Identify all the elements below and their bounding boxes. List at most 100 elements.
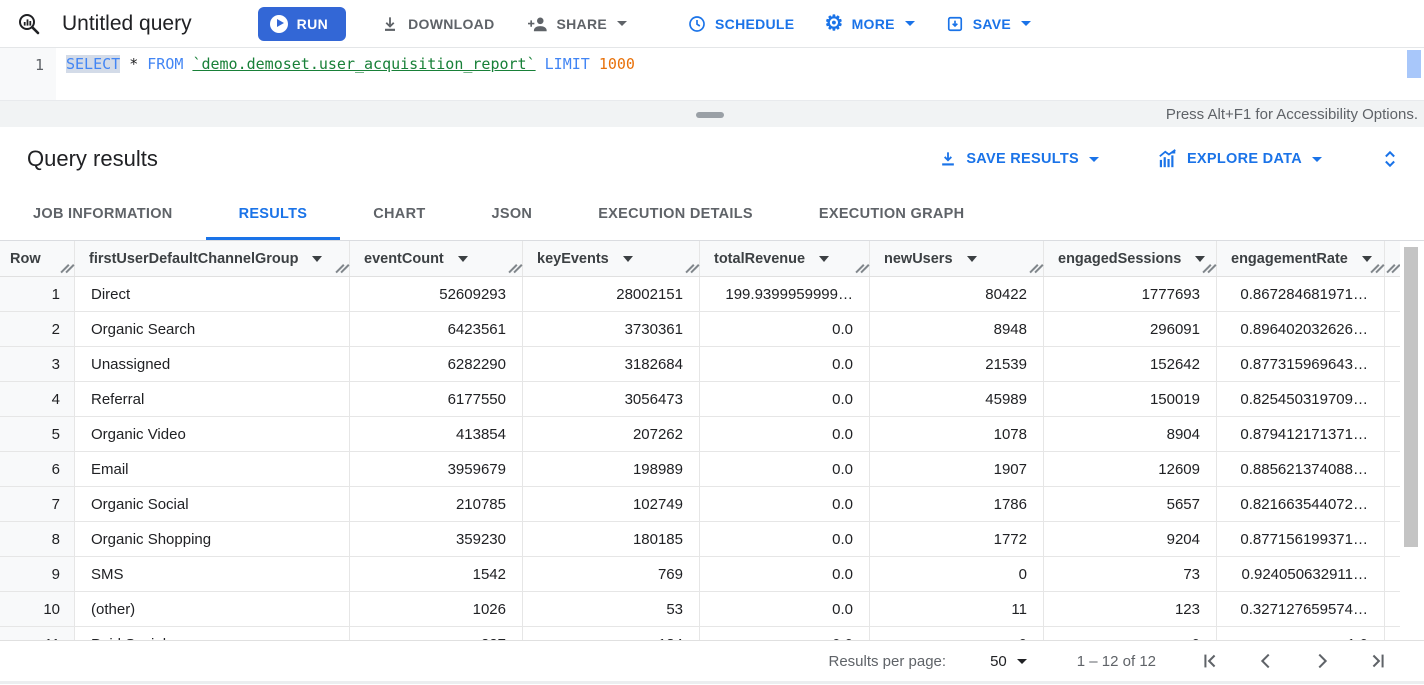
table-cell-partial: [1385, 277, 1400, 311]
table-cell-partial: [1385, 417, 1400, 451]
sql-token-select[interactable]: SELECT: [66, 55, 121, 73]
table-cell: 1026: [350, 592, 523, 626]
table-cell: 52609293: [350, 277, 523, 311]
tab-json[interactable]: JSON: [491, 206, 533, 222]
next-page-button[interactable]: [1310, 649, 1334, 673]
sort-caret-icon[interactable]: [457, 255, 468, 262]
resize-grip-icon[interactable]: [685, 262, 697, 274]
table-cell: Email: [75, 452, 350, 486]
sql-code-line[interactable]: SELECT * FROM `demo.demoset.user_acquisi…: [56, 48, 635, 100]
sql-token-limit-value[interactable]: 1000: [598, 55, 635, 73]
editor-status-bar: Press Alt+F1 for Accessibility Options.: [0, 100, 1424, 127]
first-page-button[interactable]: [1198, 649, 1222, 673]
resize-grip-icon[interactable]: [1386, 262, 1398, 274]
save-results-button[interactable]: SAVE RESULTS: [938, 149, 1099, 169]
resize-grip-icon[interactable]: [508, 262, 520, 274]
chevron-down-icon: [1312, 156, 1322, 162]
sql-editor[interactable]: 1 SELECT * FROM `demo.demoset.user_acqui…: [0, 48, 1424, 100]
prev-page-button[interactable]: [1254, 649, 1278, 673]
resize-grip-icon[interactable]: [1370, 262, 1382, 274]
table-cell: 0.0: [700, 557, 870, 591]
column-header-eventCount[interactable]: eventCount: [350, 241, 523, 276]
sort-caret-icon[interactable]: [819, 255, 830, 262]
table-cell: 359230: [350, 522, 523, 556]
sql-token-limit[interactable]: LIMIT: [544, 55, 590, 73]
column-header-newUsers[interactable]: newUsers: [870, 241, 1044, 276]
table-cell: 198989: [523, 452, 700, 486]
table-cell: Organic Search: [75, 312, 350, 346]
table-cell-partial: [1385, 312, 1400, 346]
download-icon: [385, 16, 396, 31]
tab-chart[interactable]: CHART: [373, 206, 426, 222]
column-label: eventCount: [364, 250, 444, 267]
explore-data-chart-icon: [1159, 149, 1176, 168]
run-label: RUN: [296, 15, 329, 32]
download-button[interactable]: DOWNLOAD: [380, 14, 494, 34]
save-results-icon: [942, 152, 955, 166]
save-results-label: SAVE RESULTS: [966, 151, 1079, 167]
more-button[interactable]: ⚙ MORE: [824, 13, 915, 34]
column-label: totalRevenue: [714, 250, 806, 267]
tab-results[interactable]: RESULTS: [205, 191, 341, 240]
resize-grip-icon[interactable]: [1202, 262, 1214, 274]
save-button[interactable]: SAVE: [945, 14, 1032, 34]
table-row: 4 Referral 6177550 3056473 0.0 45989 150019 0.8…: [0, 382, 1424, 417]
page-size-select[interactable]: 50: [990, 653, 1027, 670]
sql-token-star[interactable]: *: [129, 55, 139, 73]
column-header-keyEvents[interactable]: keyEvents: [523, 241, 700, 276]
table-cell: 0.867284681971…: [1217, 277, 1385, 311]
sql-token-from[interactable]: FROM: [147, 55, 184, 73]
last-page-button[interactable]: [1366, 649, 1390, 673]
sort-caret-icon[interactable]: [966, 255, 977, 262]
column-header-engagementRate[interactable]: engagementRate: [1217, 241, 1385, 276]
column-header-Row[interactable]: Row: [0, 241, 75, 276]
column-label: firstUserDefaultChannelGroup: [89, 250, 299, 267]
chevron-down-icon: [1088, 156, 1099, 162]
sort-caret-icon[interactable]: [312, 255, 323, 262]
sort-caret-icon[interactable]: [1195, 255, 1206, 262]
column-label: Row: [10, 250, 41, 267]
tab-job-information[interactable]: JOB INFORMATION: [33, 206, 173, 222]
table-cell-partial: [1385, 592, 1400, 626]
column-header-engagedSessions[interactable]: engagedSessions: [1044, 241, 1217, 276]
column-header-totalRevenue[interactable]: totalRevenue: [700, 241, 870, 276]
table-cell: Organic Shopping: [75, 522, 350, 556]
tab-execution-graph[interactable]: EXECUTION GRAPH: [818, 206, 965, 222]
row-number-cell: 6: [0, 452, 75, 486]
table-cell: 227: [350, 627, 523, 640]
column-header-partial[interactable]: [1385, 241, 1400, 276]
resize-grip-icon[interactable]: [335, 262, 347, 274]
resize-grip-icon[interactable]: [855, 262, 867, 274]
resize-grip-icon[interactable]: [60, 262, 72, 274]
expand-panel-button[interactable]: [1380, 147, 1400, 171]
table-cell: 80422: [870, 277, 1044, 311]
sql-table-reference-link[interactable]: `demo.demoset.user_acquisition_report`: [192, 55, 536, 73]
schedule-button[interactable]: SCHEDULE: [687, 14, 794, 34]
save-icon: [947, 16, 962, 31]
sort-caret-icon[interactable]: [1361, 255, 1372, 262]
run-button[interactable]: RUN: [257, 6, 347, 41]
row-number-cell: 10: [0, 592, 75, 626]
editor-scrollbar-thumb[interactable]: [1407, 50, 1421, 78]
table-cell: 0.0: [700, 417, 870, 451]
tab-execution-details[interactable]: EXECUTION DETAILS: [598, 206, 753, 222]
resize-grip-icon[interactable]: [1029, 262, 1041, 274]
results-per-page-label: Results per page:: [828, 652, 947, 670]
splitter-handle[interactable]: [696, 112, 724, 118]
column-label: engagementRate: [1231, 250, 1348, 267]
table-vscrollbar[interactable]: [1400, 241, 1424, 641]
chevron-down-icon: [617, 21, 628, 26]
table-cell: 150019: [1044, 382, 1217, 416]
explore-data-button[interactable]: EXPLORE DATA: [1157, 149, 1322, 169]
row-number-cell: 11: [0, 627, 75, 640]
table-cell: 1777693: [1044, 277, 1217, 311]
vscrollbar-thumb[interactable]: [1404, 247, 1418, 547]
results-table: Row firstUserDefaultChannelGroup eventCoun…: [0, 241, 1424, 641]
column-header-firstUserDefaultChannelGroup[interactable]: firstUserDefaultChannelGroup: [75, 241, 350, 276]
table-cell: 207262: [523, 417, 700, 451]
share-button[interactable]: SHARE: [527, 14, 628, 34]
query-title: Untitled query: [62, 11, 192, 35]
sort-caret-icon[interactable]: [622, 255, 633, 262]
table-cell: 3056473: [523, 382, 700, 416]
horizontal-scrollbar-track[interactable]: [0, 681, 1424, 684]
